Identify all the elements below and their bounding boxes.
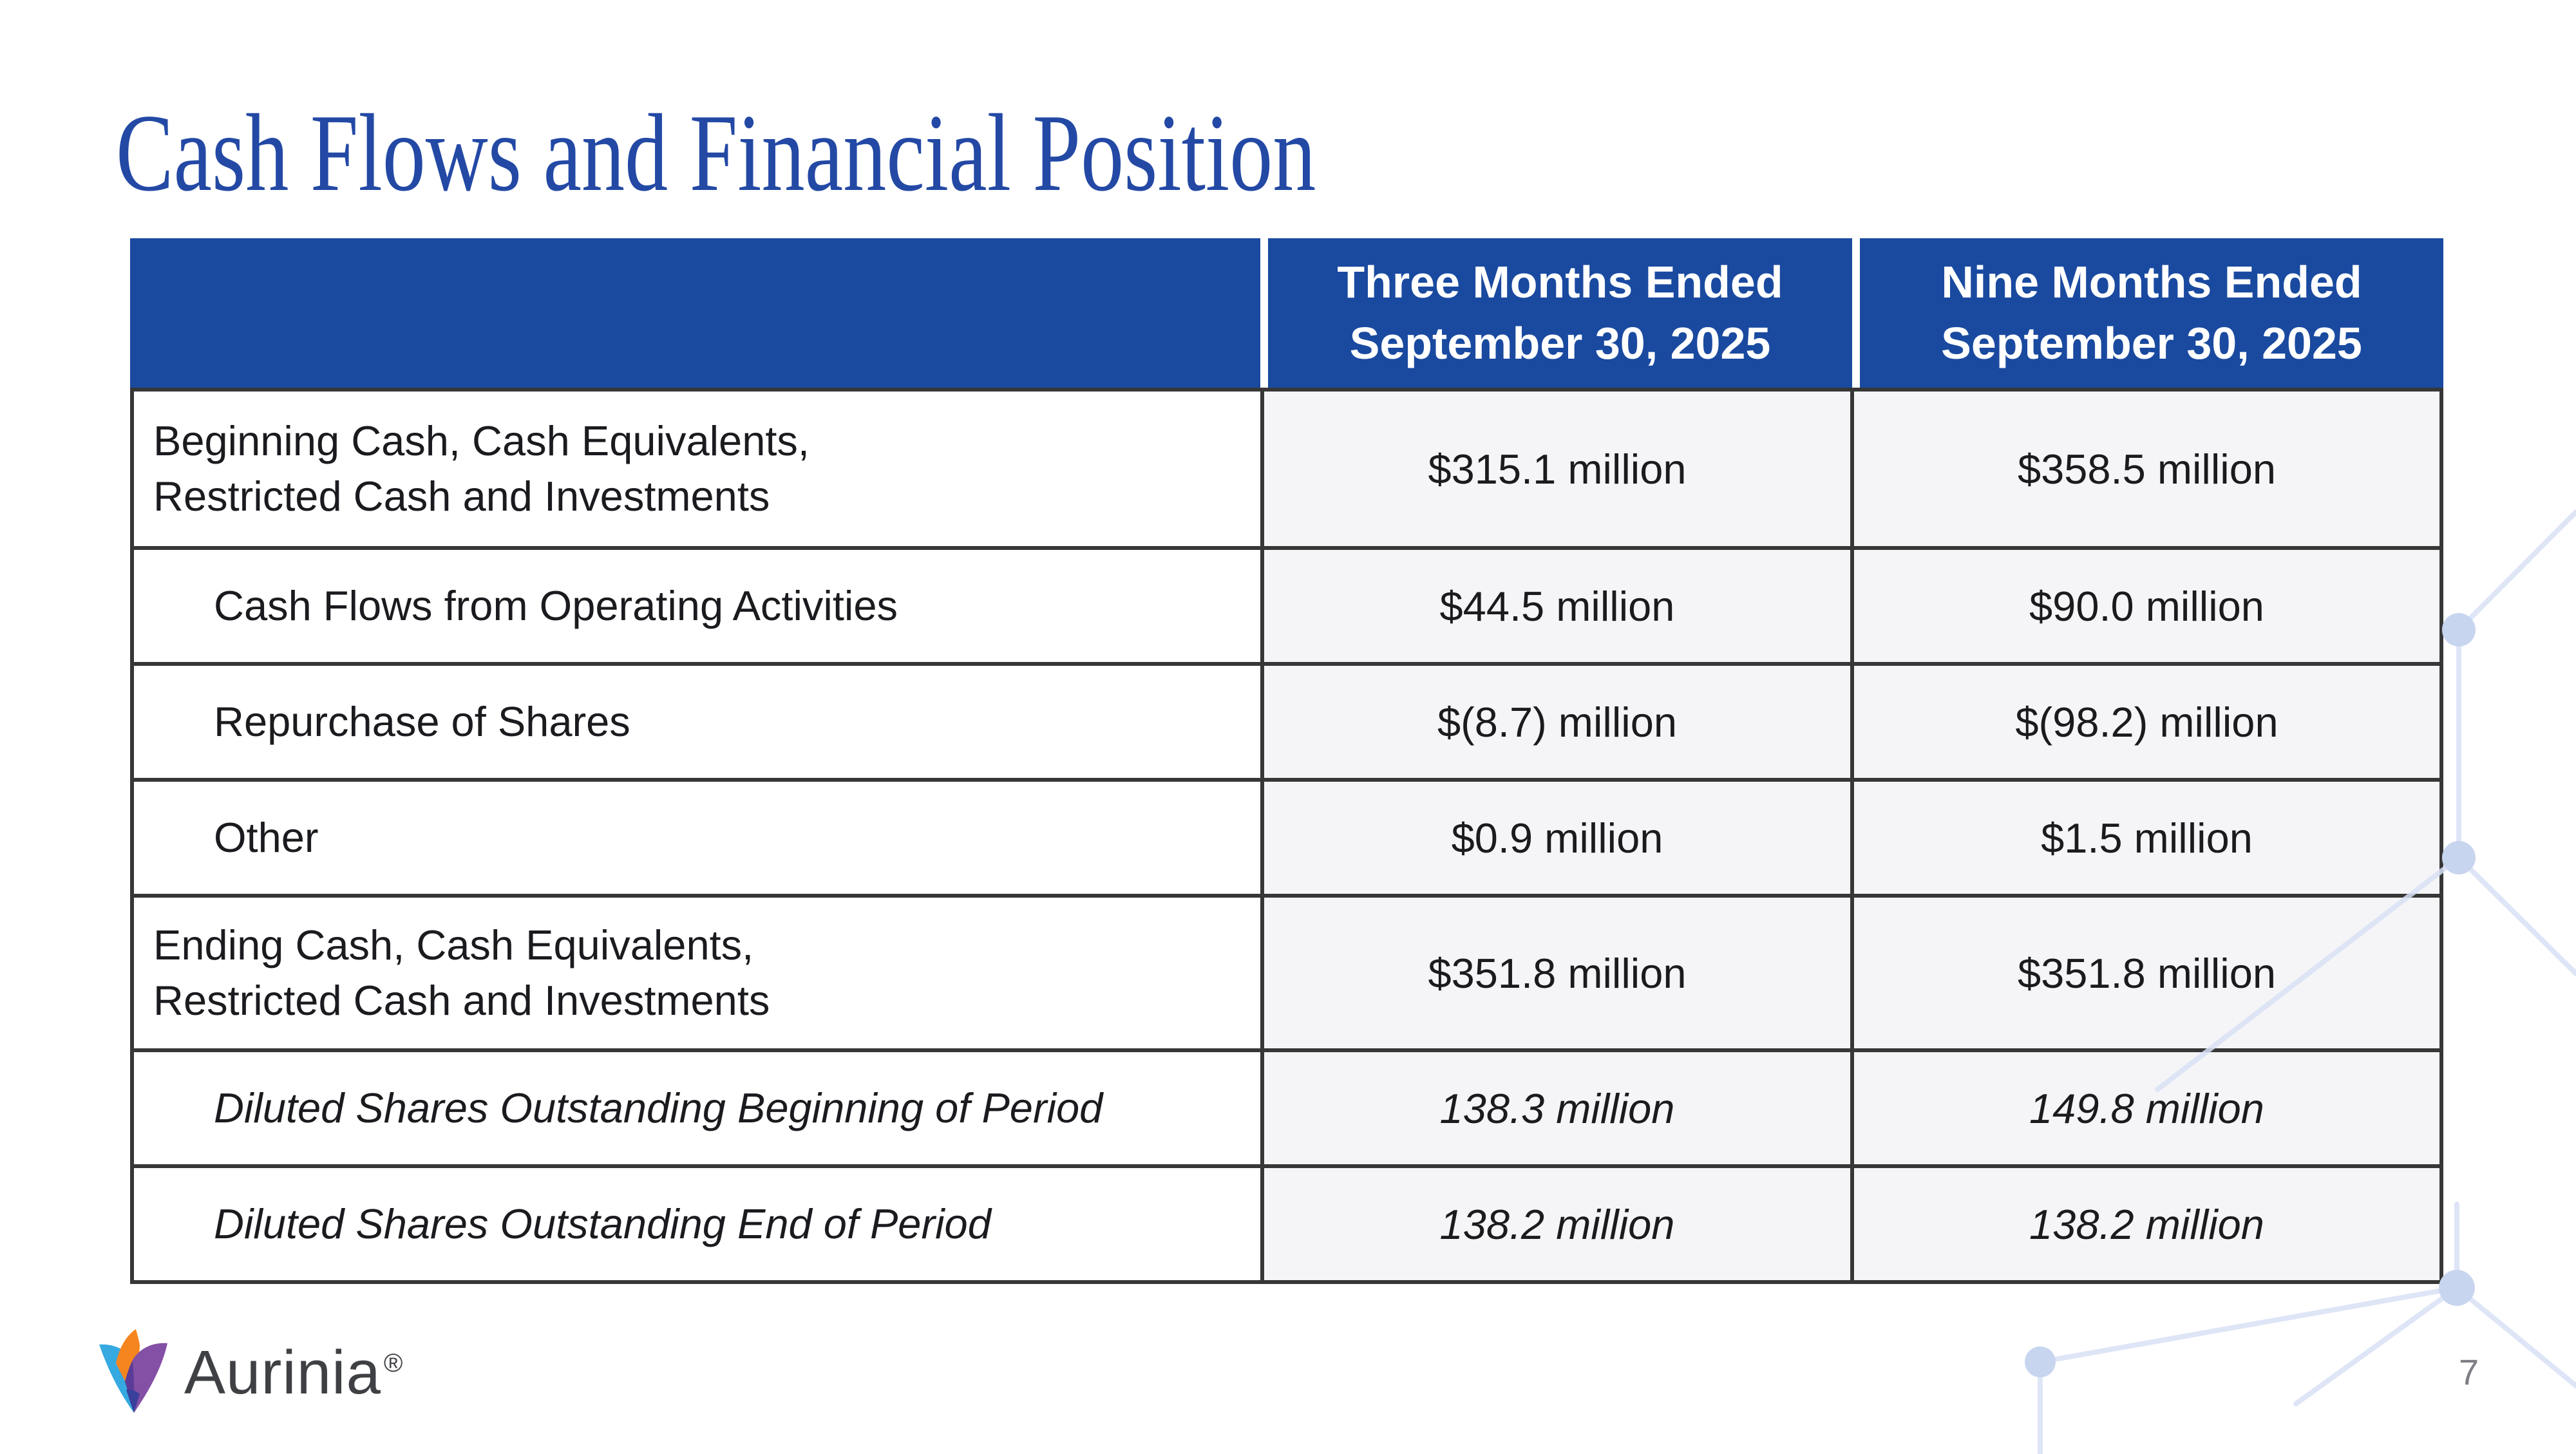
logo-indigo-tip bbox=[126, 1389, 140, 1413]
row-label: Diluted Shares Outstanding Beginning of … bbox=[134, 1052, 1260, 1164]
row-label-line: Other bbox=[214, 814, 319, 862]
row-label-line: Diluted Shares Outstanding Beginning of … bbox=[214, 1084, 1103, 1132]
aurinia-logo: Aurinia ® bbox=[95, 1328, 403, 1418]
nine-months-value-cell: $(98.2) million bbox=[1850, 666, 2439, 778]
table-row: Repurchase of Shares $(8.7) million $(98.2… bbox=[134, 662, 2439, 778]
row-label: Other bbox=[134, 782, 1260, 894]
three-months-value-cell: 138.2 million bbox=[1260, 1168, 1850, 1280]
nine-months-value-cell: $351.8 million bbox=[1850, 898, 2439, 1048]
header-three-months-line1: Three Months Ended bbox=[1337, 256, 1783, 307]
logo-purple-petal bbox=[133, 1343, 167, 1413]
page-number: 7 bbox=[2459, 1352, 2479, 1392]
row-label: Cash Flows from Operating Activities bbox=[134, 550, 1260, 662]
cash-flows-table: Three Months Ended September 30, 2025 Ni… bbox=[130, 238, 2443, 1284]
table-row: Ending Cash, Cash Equivalents, Restricted… bbox=[134, 894, 2439, 1048]
page-title: Cash Flows and Financial Position bbox=[116, 92, 1316, 214]
row-label: Beginning Cash, Cash Equivalents, Restric… bbox=[134, 392, 1260, 546]
row-label: Diluted Shares Outstanding End of Period bbox=[134, 1168, 1260, 1280]
three-months-value-cell: $351.8 million bbox=[1260, 898, 1850, 1048]
nine-months-value-cell: $358.5 million bbox=[1850, 392, 2439, 546]
three-months-value-cell: $44.5 million bbox=[1260, 550, 1850, 662]
header-nine-months-line2: September 30, 2025 bbox=[1941, 318, 2362, 368]
header-three-months-line2: September 30, 2025 bbox=[1349, 318, 1771, 368]
row-label-line: Cash Flows from Operating Activities bbox=[214, 582, 898, 630]
table-row: Diluted Shares Outstanding End of Period… bbox=[134, 1164, 2439, 1280]
row-label: Repurchase of Shares bbox=[134, 666, 1260, 778]
table-row: Beginning Cash, Cash Equivalents, Restric… bbox=[134, 392, 2439, 546]
three-months-value-cell: $0.9 million bbox=[1260, 782, 1850, 894]
table-row: Cash Flows from Operating Activities $44.… bbox=[134, 546, 2439, 662]
row-label-line: Restricted Cash and Investments bbox=[153, 977, 770, 1024]
header-empty-cell bbox=[130, 238, 1260, 388]
header-three-months: Three Months Ended September 30, 2025 bbox=[1260, 238, 1852, 388]
three-months-value-cell: 138.3 million bbox=[1260, 1052, 1850, 1164]
row-label: Ending Cash, Cash Equivalents, Restricted… bbox=[134, 898, 1260, 1048]
row-label-line: Restricted Cash and Investments bbox=[153, 473, 770, 520]
header-nine-months: Nine Months Ended September 30, 2025 bbox=[1852, 238, 2443, 388]
aurinia-tulip-icon bbox=[99, 1329, 167, 1413]
table-header-row: Three Months Ended September 30, 2025 Ni… bbox=[130, 238, 2443, 388]
logo-brand-text: Aurinia bbox=[184, 1338, 381, 1407]
header-nine-months-line1: Nine Months Ended bbox=[1941, 256, 2362, 307]
nine-months-value-cell: 149.8 million bbox=[1850, 1052, 2439, 1164]
three-months-value-cell: $(8.7) million bbox=[1260, 666, 1850, 778]
nine-months-value-cell: $1.5 million bbox=[1850, 782, 2439, 894]
registered-trademark-symbol: ® bbox=[383, 1349, 403, 1377]
table-body: Beginning Cash, Cash Equivalents, Restric… bbox=[130, 388, 2443, 1284]
nine-months-value-cell: $90.0 million bbox=[1850, 550, 2439, 662]
table-row: Other $0.9 million $1.5 million bbox=[134, 778, 2439, 894]
row-label-line: Repurchase of Shares bbox=[214, 698, 630, 746]
nine-months-value-cell: 138.2 million bbox=[1850, 1168, 2439, 1280]
table-row: Diluted Shares Outstanding Beginning of … bbox=[134, 1048, 2439, 1164]
row-label-line: Ending Cash, Cash Equivalents, bbox=[153, 921, 754, 969]
row-label-line: Diluted Shares Outstanding End of Period bbox=[214, 1200, 991, 1248]
three-months-value-cell: $315.1 million bbox=[1260, 392, 1850, 546]
row-label-line: Beginning Cash, Cash Equivalents, bbox=[153, 417, 810, 465]
